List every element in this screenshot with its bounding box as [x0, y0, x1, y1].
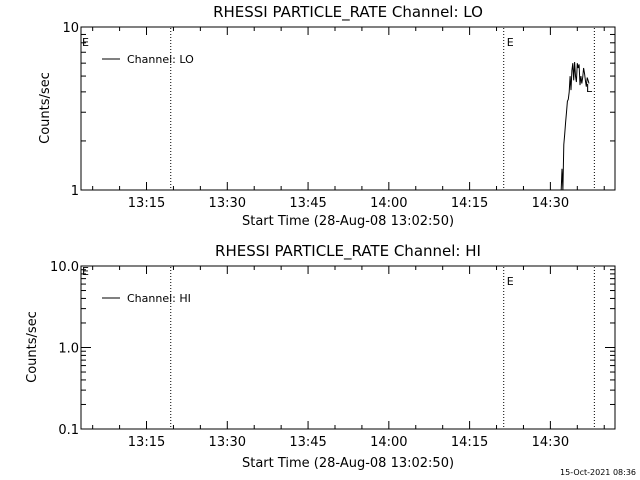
chart-panel-hi: RHESSI PARTICLE_RATE Channel: HI Counts/… — [25, 242, 616, 471]
plot-frame — [80, 265, 616, 430]
y-tick-label: 1 — [71, 184, 79, 199]
y-axis-label: Counts/sec — [38, 72, 53, 144]
y-tick-label: 10.0 — [50, 260, 79, 275]
y-tick-label: 10 — [62, 21, 79, 36]
event-line-label: E — [507, 36, 514, 49]
chart-title: RHESSI PARTICLE_RATE Channel: HI — [215, 242, 481, 261]
y-tick-label: 1.0 — [58, 342, 79, 357]
footer-timestamp: 15-Oct-2021 08:36 — [560, 468, 636, 477]
x-tick-label: 13:45 — [289, 196, 326, 211]
x-tick-label: 14:30 — [532, 435, 569, 450]
series-line — [560, 61, 590, 191]
legend-entry: Channel: LO — [127, 53, 194, 66]
x-tick-label: 13:30 — [209, 435, 246, 450]
corner-label-left: E — [82, 265, 89, 278]
chart-title: RHESSI PARTICLE_RATE Channel: LO — [213, 3, 483, 22]
chart-panel-lo: RHESSI PARTICLE_RATE Channel: LO Counts/… — [38, 3, 616, 229]
event-line-label: E — [507, 275, 514, 288]
x-tick-label: 14:30 — [532, 196, 569, 211]
x-tick-label: 13:15 — [128, 435, 165, 450]
x-axis-label: Start Time (28-Aug-08 13:02:50) — [242, 214, 454, 229]
x-tick-label: 13:15 — [128, 196, 165, 211]
x-axis-label: Start Time (28-Aug-08 13:02:50) — [242, 456, 454, 471]
y-axis-label: Counts/sec — [25, 311, 40, 383]
x-tick-label: 14:15 — [451, 196, 488, 211]
y-tick-label: 0.1 — [58, 423, 79, 438]
chart-dynamic-layer: 13:15 13:30 13:45 14:00 14:15 14:30 0.1 1.0 10.0… — [50, 260, 615, 450]
x-tick-label: 14:15 — [451, 435, 488, 450]
x-tick-label: 14:00 — [370, 435, 407, 450]
corner-label-right: L — [586, 82, 593, 95]
plot-frame — [80, 26, 616, 191]
chart-dynamic-layer: 13:15 13:30 13:45 14:00 14:15 14:30 1 10 E — [62, 21, 615, 211]
x-tick-label: 14:00 — [370, 196, 407, 211]
x-tick-label: 13:30 — [209, 196, 246, 211]
x-tick-label: 13:45 — [289, 435, 326, 450]
legend-entry: Channel: HI — [127, 292, 191, 305]
